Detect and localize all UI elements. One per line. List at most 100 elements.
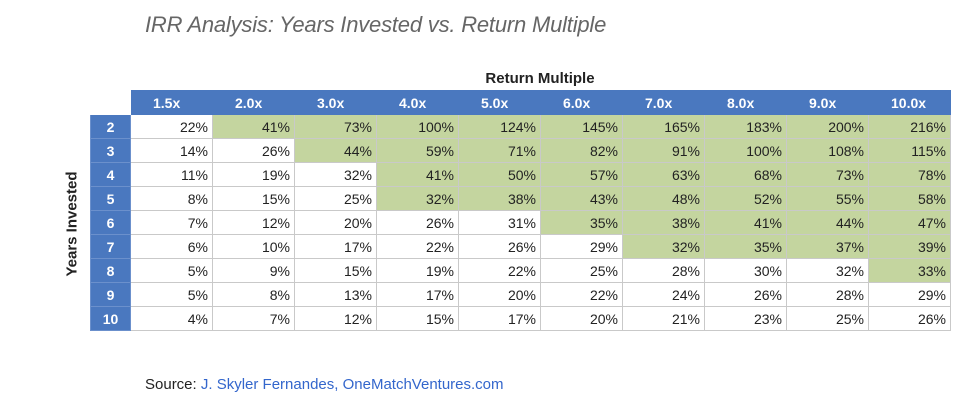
column-axis-label: Return Multiple xyxy=(485,70,595,87)
row-header: 2 xyxy=(90,114,131,139)
table-cell: 20% xyxy=(294,210,377,235)
table-cell: 33% xyxy=(868,258,951,283)
irr-table: 1.5x 2.0x 3.0x 4.0x 5.0x 6.0x 7.0x 8.0x 9.0x 10.0… xyxy=(90,90,951,331)
table-row: 3 14% 26% 44% 59% 71% 82% 91% 100% 108% 115% xyxy=(90,138,951,163)
table-cell: 82% xyxy=(540,138,623,163)
table-cell: 15% xyxy=(376,306,459,331)
table-cell: 41% xyxy=(376,162,459,187)
table-cell: 32% xyxy=(622,234,705,259)
table-cell: 58% xyxy=(868,186,951,211)
column-header: 2.0x xyxy=(212,90,295,115)
table-cell: 12% xyxy=(212,210,295,235)
table-cell: 100% xyxy=(376,114,459,139)
source-link[interactable]: J. Skyler Fernandes, OneMatchVentures.co… xyxy=(200,376,504,393)
table-cell: 25% xyxy=(786,306,869,331)
table-cell: 17% xyxy=(294,234,377,259)
table-cell: 35% xyxy=(704,234,787,259)
table-cell: 200% xyxy=(786,114,869,139)
column-header: 10.0x xyxy=(868,90,951,115)
table-cell: 59% xyxy=(376,138,459,163)
table-cell: 26% xyxy=(868,306,951,331)
row-header: 10 xyxy=(90,306,131,331)
table-cell: 50% xyxy=(458,162,541,187)
table-cell: 10% xyxy=(212,234,295,259)
table-cell: 25% xyxy=(540,258,623,283)
table-cell: 37% xyxy=(786,234,869,259)
table-cell: 19% xyxy=(376,258,459,283)
column-header: 5.0x xyxy=(458,90,541,115)
table-cell: 26% xyxy=(212,138,295,163)
table-cell: 48% xyxy=(622,186,705,211)
table-cell: 5% xyxy=(130,282,213,307)
table-cell: 63% xyxy=(622,162,705,187)
table-cell: 32% xyxy=(376,186,459,211)
table-cell: 8% xyxy=(212,282,295,307)
table-cell: 14% xyxy=(130,138,213,163)
table-cell: 29% xyxy=(540,234,623,259)
table-cell: 17% xyxy=(458,306,541,331)
row-header: 5 xyxy=(90,186,131,211)
column-header: 6.0x xyxy=(540,90,623,115)
table-cell: 124% xyxy=(458,114,541,139)
table-cell: 23% xyxy=(704,306,787,331)
table-cell: 145% xyxy=(540,114,623,139)
table-cell: 38% xyxy=(622,210,705,235)
table-cell: 78% xyxy=(868,162,951,187)
table-cell: 100% xyxy=(704,138,787,163)
table-cell: 32% xyxy=(294,162,377,187)
table-cell: 32% xyxy=(786,258,869,283)
table-cell: 55% xyxy=(786,186,869,211)
chart-title: IRR Analysis: Years Invested vs. Return … xyxy=(145,12,607,37)
table-cell: 25% xyxy=(294,186,377,211)
table-cell: 7% xyxy=(212,306,295,331)
column-header: 1.5x xyxy=(130,90,213,115)
table-row: 5 8% 15% 25% 32% 38% 43% 48% 52% 55% 58% xyxy=(90,186,951,211)
table-cell: 28% xyxy=(622,258,705,283)
table-cell: 7% xyxy=(130,210,213,235)
table-cell: 13% xyxy=(294,282,377,307)
row-header: 3 xyxy=(90,138,131,163)
table-cell: 73% xyxy=(294,114,377,139)
table-cell: 20% xyxy=(540,306,623,331)
column-header: 7.0x xyxy=(622,90,705,115)
table-cell: 11% xyxy=(130,162,213,187)
table-cell: 22% xyxy=(130,114,213,139)
table-cell: 41% xyxy=(704,210,787,235)
row-axis-label: Years Invested xyxy=(63,171,81,277)
table-cell: 47% xyxy=(868,210,951,235)
table-cell: 22% xyxy=(376,234,459,259)
header-row: 1.5x 2.0x 3.0x 4.0x 5.0x 6.0x 7.0x 8.0x 9.0x 10.0… xyxy=(90,90,951,115)
table-cell: 115% xyxy=(868,138,951,163)
table-row: 7 6% 10% 17% 22% 26% 29% 32% 35% 37% 39% xyxy=(90,234,951,259)
row-header: 8 xyxy=(90,258,131,283)
table-cell: 6% xyxy=(130,234,213,259)
column-header: 4.0x xyxy=(376,90,459,115)
table-cell: 28% xyxy=(786,282,869,307)
table-cell: 30% xyxy=(704,258,787,283)
row-header: 6 xyxy=(90,210,131,235)
table-cell: 68% xyxy=(704,162,787,187)
table-cell: 44% xyxy=(786,210,869,235)
table-row: 9 5% 8% 13% 17% 20% 22% 24% 26% 28% 29% xyxy=(90,282,951,307)
column-header: 3.0x xyxy=(294,90,377,115)
table-cell: 4% xyxy=(130,306,213,331)
table-cell: 24% xyxy=(622,282,705,307)
table-cell: 22% xyxy=(540,282,623,307)
table-cell: 165% xyxy=(622,114,705,139)
table-cell: 73% xyxy=(786,162,869,187)
table-cell: 21% xyxy=(622,306,705,331)
table-cell: 19% xyxy=(212,162,295,187)
table-cell: 52% xyxy=(704,186,787,211)
table-cell: 41% xyxy=(212,114,295,139)
table-cell: 216% xyxy=(868,114,951,139)
corner-cell xyxy=(90,90,131,115)
table-cell: 15% xyxy=(212,186,295,211)
column-header: 9.0x xyxy=(786,90,869,115)
table-cell: 31% xyxy=(458,210,541,235)
column-header: 8.0x xyxy=(704,90,787,115)
table-cell: 38% xyxy=(458,186,541,211)
table-cell: 43% xyxy=(540,186,623,211)
table-cell: 26% xyxy=(458,234,541,259)
table-cell: 26% xyxy=(704,282,787,307)
table-cell: 9% xyxy=(212,258,295,283)
